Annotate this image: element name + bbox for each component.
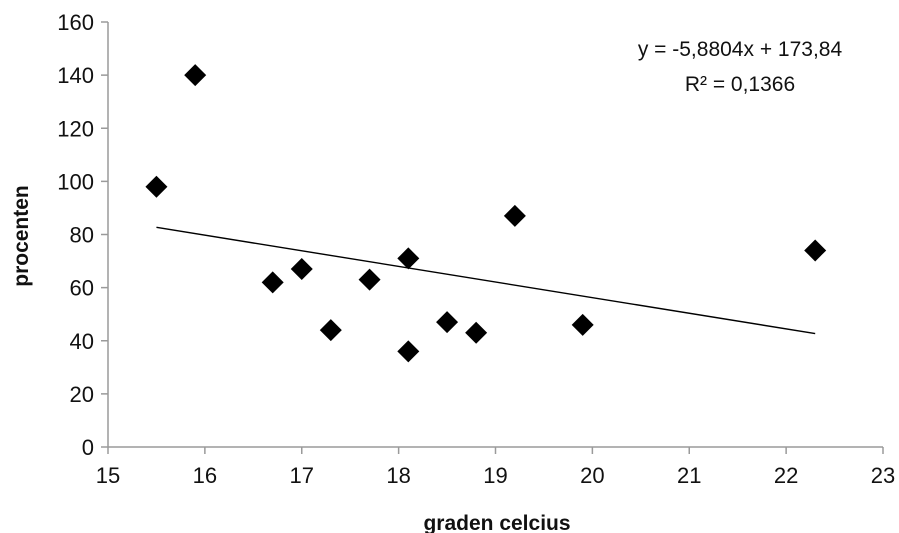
y-tick-label: 40: [70, 329, 94, 354]
x-tick-label: 15: [96, 463, 120, 488]
x-tick-label: 21: [677, 463, 701, 488]
y-tick-group: 0 20 40 60 80 100 120 140 160: [57, 10, 108, 460]
y-tick-label: 160: [57, 10, 94, 35]
data-point-marker: [184, 64, 207, 87]
x-tick-label: 22: [774, 463, 798, 488]
data-point-marker: [290, 258, 313, 281]
data-point-marker: [397, 247, 420, 270]
data-point-marker: [571, 313, 594, 336]
data-point-marker: [804, 239, 827, 262]
y-tick-label: 120: [57, 116, 94, 141]
y-tick-label: 60: [70, 276, 94, 301]
data-point-marker: [397, 340, 420, 363]
x-tick-group: 15 16 17 18 19 20 21 22 23: [96, 447, 895, 488]
x-tick-label: 16: [193, 463, 217, 488]
data-point-marker: [358, 268, 381, 291]
data-point-marker: [261, 271, 284, 294]
x-tick-label: 20: [580, 463, 604, 488]
data-points: [145, 64, 827, 363]
y-tick-label: 0: [82, 435, 94, 460]
x-tick-label: 17: [290, 463, 314, 488]
x-axis-title: graden celcius: [423, 512, 570, 533]
trendline-r-squared: R² = 0,1366: [685, 73, 795, 96]
trendline: [156, 226, 816, 335]
data-point-marker: [436, 311, 459, 334]
y-axis-title: procenten: [10, 185, 33, 287]
data-point-marker: [465, 321, 488, 344]
trendline-equation: y = -5,8804x + 173,84: [638, 38, 843, 61]
y-tick-label: 80: [70, 223, 94, 248]
data-point-marker: [319, 319, 342, 342]
x-tick-label: 19: [483, 463, 507, 488]
x-tick-label: 23: [871, 463, 895, 488]
y-tick-label: 140: [57, 63, 94, 88]
x-tick-label: 18: [386, 463, 410, 488]
y-tick-label: 20: [70, 382, 94, 407]
data-point-marker: [145, 175, 168, 198]
data-point-marker: [503, 204, 526, 227]
y-tick-label: 100: [57, 169, 94, 194]
